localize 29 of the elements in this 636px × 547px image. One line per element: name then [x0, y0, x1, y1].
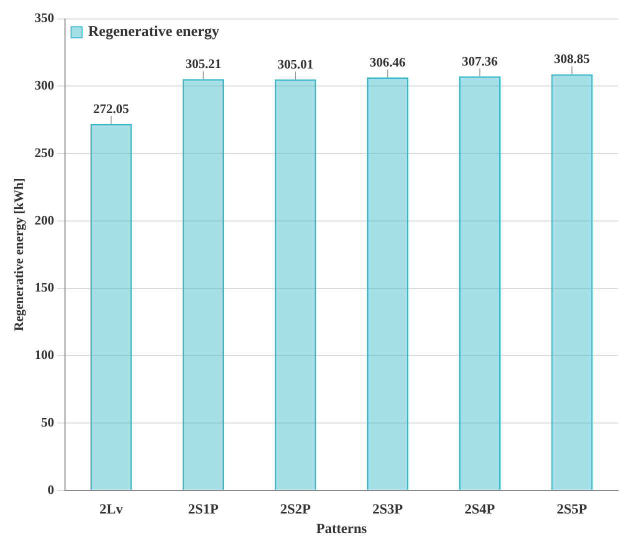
- data-label: 305.21: [185, 56, 222, 72]
- y-tick-label: 50: [41, 414, 54, 430]
- bar: [274, 79, 316, 490]
- bar: [459, 76, 501, 490]
- x-tick-label: 2S1P: [188, 502, 219, 518]
- legend-label: Regenerative energy: [88, 24, 220, 40]
- y-tick-label: 250: [34, 144, 54, 160]
- x-tick-label: 2S5P: [556, 502, 588, 518]
- data-label: 272.05: [93, 100, 130, 116]
- y-tick-label: 200: [34, 212, 54, 228]
- y-tick-label: 350: [34, 10, 54, 26]
- data-label: 308.85: [554, 51, 590, 66]
- x-tick-label: 2S2P: [280, 502, 312, 518]
- bar: [182, 79, 224, 490]
- data-label: 305.01: [278, 56, 314, 72]
- x-tick-label: 2S3P: [372, 502, 404, 518]
- y-tick-label: 0: [48, 482, 54, 497]
- data-label: 307.36: [462, 53, 498, 68]
- y-axis-title: Regenerative energy [kWh]: [11, 178, 26, 332]
- bar: [551, 74, 593, 490]
- y-tick-label: 100: [34, 347, 54, 362]
- y-tick-label: 150: [34, 280, 54, 295]
- x-tick-label: 2Lv: [100, 502, 123, 518]
- y-tick-label: 300: [34, 78, 54, 93]
- bar: [90, 124, 132, 490]
- data-label: 306.46: [370, 54, 406, 70]
- x-tick-label: 2S4P: [464, 502, 496, 518]
- bar: [366, 77, 408, 490]
- x-axis-title: Patterns: [316, 522, 368, 538]
